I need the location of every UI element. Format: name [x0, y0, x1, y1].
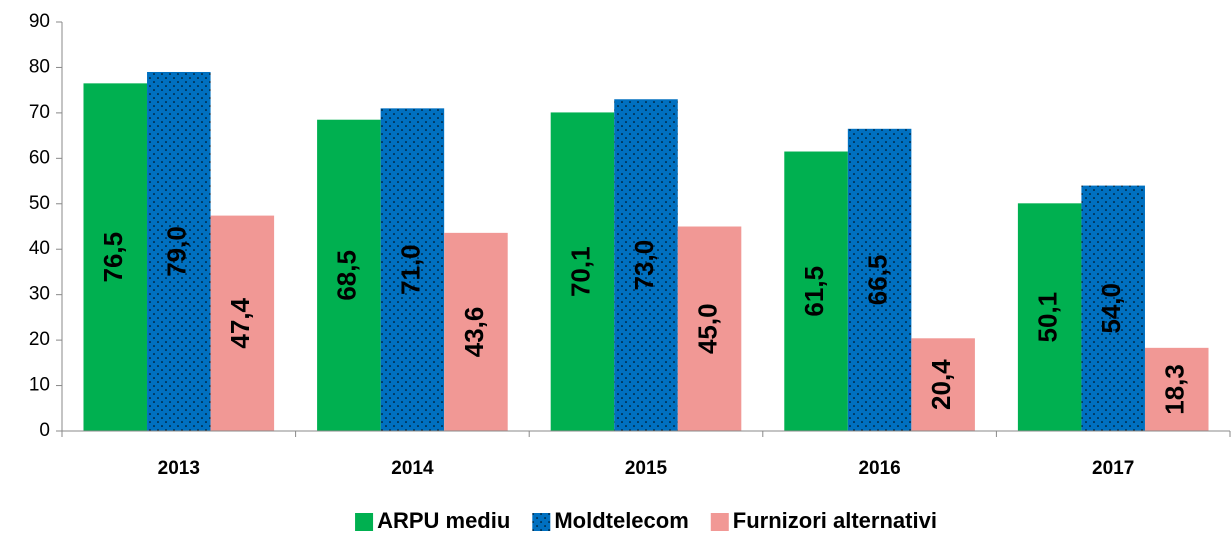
y-tick-label: 50	[29, 193, 50, 214]
value-label: 54,0	[1096, 283, 1126, 334]
value-label: 68,5	[332, 250, 362, 301]
y-tick-label: 10	[29, 375, 50, 396]
bar	[614, 99, 678, 431]
value-label: 20,4	[926, 359, 956, 410]
bar	[147, 71, 211, 431]
legend-swatch	[710, 513, 729, 531]
bar	[380, 108, 445, 431]
value-label: 71,0	[395, 244, 425, 295]
value-label: 66,5	[862, 255, 892, 306]
bar	[847, 128, 912, 432]
value-label: 79,0	[162, 226, 192, 277]
legend-swatch	[355, 513, 374, 531]
value-label: 50,1	[1033, 292, 1063, 343]
bar	[1081, 185, 1145, 431]
legend-swatch	[532, 513, 551, 531]
bar	[444, 232, 508, 431]
bar	[83, 83, 148, 431]
bar	[550, 112, 615, 431]
bar	[1017, 203, 1082, 431]
value-label: 45,0	[692, 303, 722, 354]
y-tick-label: 40	[29, 238, 50, 259]
y-tick-label: 0	[39, 420, 50, 441]
bar	[317, 119, 381, 431]
bar	[677, 226, 742, 431]
value-label: 61,5	[799, 266, 829, 317]
bar	[210, 215, 275, 431]
value-label: 70,1	[565, 246, 595, 297]
legend-label: Moldtelecom	[554, 508, 688, 533]
y-tick-label: 80	[29, 56, 50, 77]
legend: ARPU mediu Moldtelecom Furnizori alternati…	[355, 508, 937, 533]
value-label: 73,0	[629, 240, 659, 291]
y-tick-label: 20	[29, 329, 50, 350]
legend-label: ARPU mediu	[377, 508, 510, 533]
bar	[784, 151, 848, 431]
y-tick-label: 60	[29, 147, 50, 168]
x-tick-label: 2013	[158, 458, 200, 479]
y-tick-label: 30	[29, 284, 50, 305]
bar	[1144, 347, 1209, 431]
value-label: 47,4	[225, 297, 255, 348]
y-tick-label: 90	[29, 11, 50, 32]
value-label: 76,5	[98, 232, 128, 283]
x-tick-label: 2017	[1092, 458, 1134, 479]
x-tick-label: 2016	[858, 458, 900, 479]
y-tick-label: 70	[29, 102, 50, 123]
x-tick-label: 2015	[625, 458, 668, 479]
bar	[911, 338, 975, 431]
legend-label: Furnizori alternativi	[733, 508, 937, 533]
value-label: 18,3	[1160, 364, 1190, 415]
x-tick-label: 2014	[391, 458, 434, 479]
value-label: 43,6	[459, 307, 489, 358]
